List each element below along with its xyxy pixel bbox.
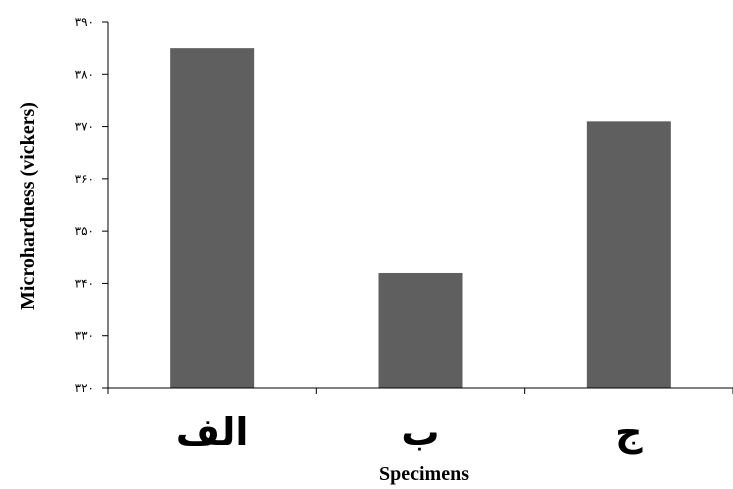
bars [170,48,671,389]
x-axis-title: Specimens [379,463,469,485]
y-tick-label: ۳۶۰ [75,172,94,186]
y-axis-title: Microhardness (vickers) [17,102,39,310]
x-axis-ticks [107,388,733,394]
y-axis-ticks [102,21,108,389]
x-tick-label: الف [176,410,249,454]
y-tick-label: ۳۳۰ [75,329,94,343]
bar [170,48,255,389]
y-tick-label: ۳۸۰ [75,67,94,81]
x-axis-tick-labels: الف ب ج [176,410,643,454]
x-tick-label: ج [615,410,643,454]
y-tick-label: ۳۵۰ [75,224,94,238]
x-tick-label: ب [401,410,439,454]
y-tick-label: ۳۴۰ [75,276,94,290]
bar [586,121,671,388]
y-tick-label: ۳۲۰ [75,381,94,395]
y-tick-label: ۳۷۰ [75,120,94,134]
y-axis-tick-labels: ۳۲۰ ۳۳۰ ۳۴۰ ۳۵۰ ۳۶۰ ۳۷۰ ۳۸۰ ۳۹۰ [75,15,94,395]
y-tick-label: ۳۹۰ [75,15,94,29]
bar [378,272,463,388]
